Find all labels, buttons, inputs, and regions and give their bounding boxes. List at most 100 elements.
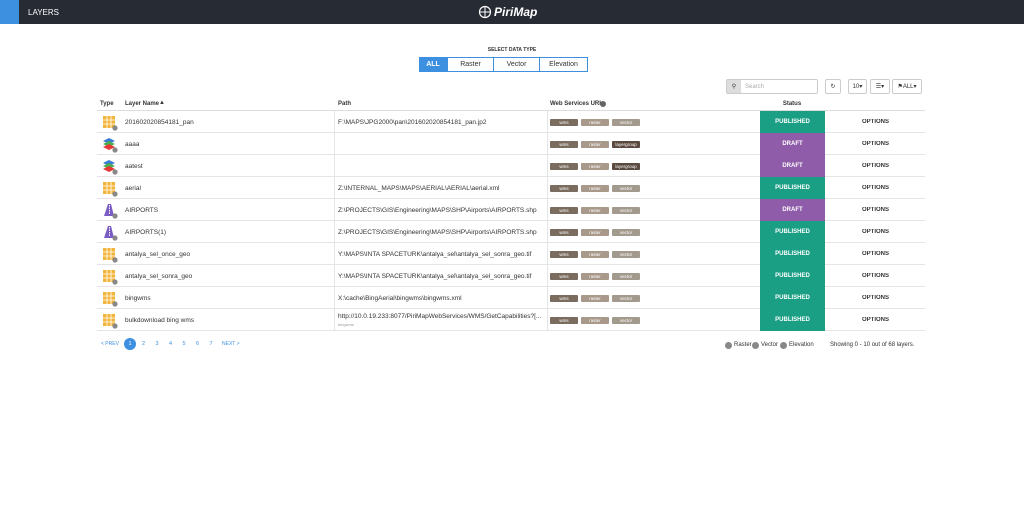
- col-divider: [547, 199, 548, 221]
- prev-page[interactable]: < PREV: [101, 341, 119, 347]
- layer-name[interactable]: antalya_sel_sonra_geo: [125, 273, 193, 280]
- service-badge[interactable]: vector: [612, 317, 640, 324]
- service-badge[interactable]: raster: [581, 295, 609, 302]
- sort-icon: ▲: [159, 100, 165, 106]
- col-divider: [334, 309, 335, 331]
- service-badge[interactable]: raster: [581, 185, 609, 192]
- layer-name[interactable]: 201602020854181_pan: [125, 119, 194, 126]
- options-button[interactable]: OPTIONS: [861, 251, 889, 257]
- status-badge: PUBLISHED: [760, 287, 825, 309]
- service-badge[interactable]: layergroup: [612, 141, 640, 148]
- layer-path: Z:\PROJECTS\GIS\Engineering\MAPS\SHP\Air…: [338, 229, 537, 236]
- layer-name[interactable]: bingwms: [125, 295, 151, 302]
- logo: PiriMap: [494, 5, 538, 19]
- service-badge[interactable]: wms: [550, 207, 578, 214]
- service-badge[interactable]: vector: [612, 207, 640, 214]
- col-divider: [334, 133, 335, 155]
- type-icon: [102, 115, 118, 136]
- service-badge[interactable]: vector: [612, 185, 640, 192]
- page-number[interactable]: 3: [155, 341, 159, 347]
- layer-name[interactable]: aaaa: [125, 141, 140, 148]
- column-header: Status: [782, 101, 802, 107]
- filter-option[interactable]: Vector: [493, 57, 540, 72]
- options-button[interactable]: OPTIONS: [861, 119, 889, 125]
- col-divider: [547, 309, 548, 331]
- layer-path: http://10.0.19.233:8077/PiriMapWebServic…: [338, 313, 542, 320]
- service-badge[interactable]: wms: [550, 185, 578, 192]
- row[interactable]: [97, 243, 925, 265]
- layer-icon: [103, 116, 118, 131]
- options-button[interactable]: OPTIONS: [861, 317, 889, 323]
- service-badge[interactable]: raster: [581, 141, 609, 148]
- filter-option[interactable]: Elevation: [539, 57, 588, 72]
- layer-path: F:\MAPS\JPG2000\pan\201602020854181_pan.…: [338, 119, 487, 126]
- service-badge[interactable]: wms: [550, 229, 578, 236]
- layer-path: X:\cache\BingAerial\bingwms\bingwms.xml: [338, 295, 462, 302]
- row[interactable]: [97, 111, 925, 133]
- options-button[interactable]: OPTIONS: [861, 273, 889, 279]
- options-button[interactable]: OPTIONS: [861, 207, 889, 213]
- refresh-button[interactable]: ↻: [825, 79, 841, 94]
- service-badge[interactable]: wms: [550, 273, 578, 280]
- layer-name[interactable]: AIRPORTS(1): [125, 229, 167, 236]
- type-icon: [102, 203, 118, 224]
- search-box[interactable]: ⚲ Search: [726, 79, 818, 94]
- filter-option[interactable]: ALL: [419, 57, 447, 72]
- col-divider: [334, 287, 335, 309]
- service-badge[interactable]: wms: [550, 141, 578, 148]
- table-header-border: [97, 110, 925, 111]
- filter-option[interactable]: Raster: [447, 57, 494, 72]
- page-number[interactable]: 5: [182, 341, 186, 347]
- page-number[interactable]: 7: [209, 341, 213, 347]
- service-badge[interactable]: vector: [612, 295, 640, 302]
- row[interactable]: [97, 309, 925, 331]
- layer-name[interactable]: aerial: [125, 185, 141, 192]
- layer-name[interactable]: aatest: [125, 163, 143, 170]
- row[interactable]: [97, 265, 925, 287]
- service-badge[interactable]: wms: [550, 295, 578, 302]
- layer-name[interactable]: AIRPORTS: [125, 207, 159, 214]
- tag-filter[interactable]: ⚑ ALL ▾: [892, 79, 922, 94]
- service-badge[interactable]: vector: [612, 251, 640, 258]
- row[interactable]: [97, 287, 925, 309]
- service-badge[interactable]: vector: [612, 119, 640, 126]
- service-badge[interactable]: raster: [581, 207, 609, 214]
- row[interactable]: [97, 133, 925, 155]
- page-number[interactable]: 2: [141, 341, 146, 347]
- row[interactable]: [97, 199, 925, 221]
- page-number[interactable]: 6: [195, 341, 200, 347]
- page-number[interactable]: 1: [124, 338, 136, 350]
- row[interactable]: [97, 221, 925, 243]
- options-button[interactable]: OPTIONS: [861, 229, 889, 235]
- service-badge[interactable]: vector: [612, 273, 640, 280]
- service-badge[interactable]: raster: [581, 229, 609, 236]
- options-button[interactable]: OPTIONS: [861, 185, 889, 191]
- options-button[interactable]: OPTIONS: [861, 163, 889, 169]
- page-number[interactable]: 4: [168, 341, 173, 347]
- service-badge[interactable]: raster: [581, 119, 609, 126]
- type-icon: [102, 313, 118, 334]
- service-badge[interactable]: wms: [550, 251, 578, 258]
- options-button[interactable]: OPTIONS: [861, 141, 889, 147]
- service-badge[interactable]: vector: [612, 229, 640, 236]
- menu-toggle[interactable]: [0, 0, 19, 24]
- next-page[interactable]: NEXT >: [222, 341, 240, 347]
- view-toggle[interactable]: ☰▾: [870, 79, 890, 94]
- page-size[interactable]: 10 ▾: [848, 79, 867, 94]
- service-badge[interactable]: wms: [550, 317, 578, 324]
- layer-name[interactable]: antalya_sel_once_geo: [125, 251, 191, 258]
- service-badge[interactable]: wms: [550, 119, 578, 126]
- row[interactable]: [97, 177, 925, 199]
- service-badge[interactable]: raster: [581, 163, 609, 170]
- service-badge[interactable]: raster: [581, 273, 609, 280]
- layer-name[interactable]: bulkdownload bing wms: [125, 317, 195, 324]
- service-badge[interactable]: raster: [581, 317, 609, 324]
- service-badge[interactable]: layergroup: [612, 163, 640, 170]
- col-divider: [334, 177, 335, 199]
- col-divider: [547, 287, 548, 309]
- options-button[interactable]: OPTIONS: [861, 295, 889, 301]
- service-badge[interactable]: wms: [550, 163, 578, 170]
- row[interactable]: [97, 155, 925, 177]
- service-badge[interactable]: raster: [581, 251, 609, 258]
- column-header[interactable]: Layer Name: [125, 101, 160, 107]
